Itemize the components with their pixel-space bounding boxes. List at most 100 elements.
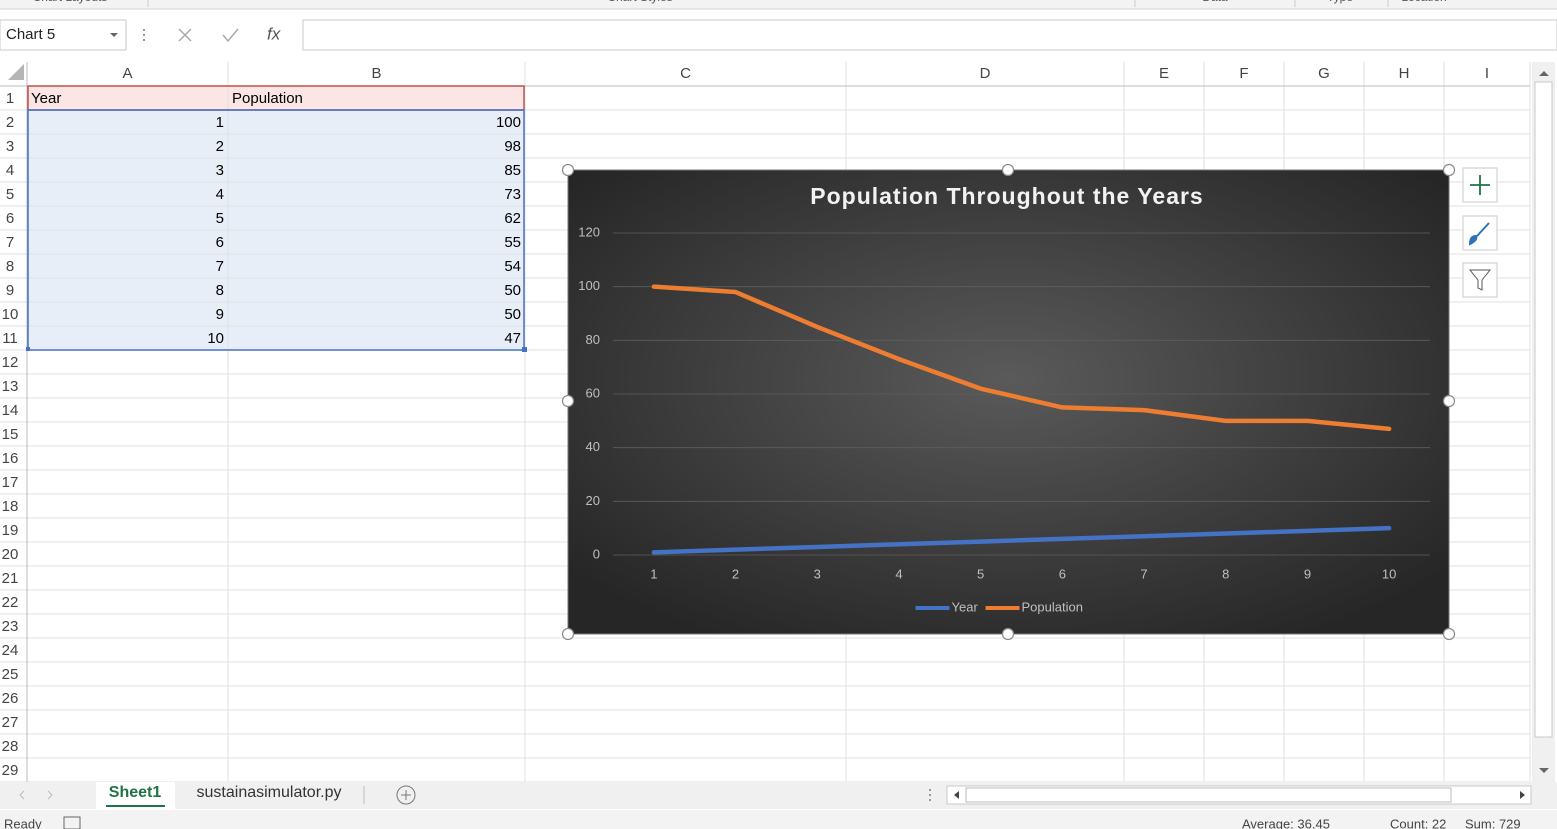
cell[interactable]: 55 [504, 234, 521, 251]
ribbon-group-label: Chart Layouts [33, 0, 108, 4]
row-header[interactable]: 1 [6, 90, 14, 107]
chart-area[interactable] [567, 169, 1450, 635]
cell[interactable]: Population [232, 90, 303, 107]
resize-handle[interactable] [561, 163, 575, 177]
filter-icon [1468, 269, 1492, 291]
formula-input[interactable] [302, 19, 1557, 51]
cell[interactable]: 50 [504, 282, 521, 299]
sheet-tab[interactable]: sustainasimulator.py [197, 784, 342, 801]
row-header[interactable]: 27 [2, 714, 19, 731]
chart-object[interactable]: Population Throughout the Years 0 20 40 60 8… [567, 169, 1450, 635]
active-tab[interactable] [96, 782, 175, 809]
chart-title: Population Throughout the Years [810, 183, 1203, 209]
cell[interactable]: 10 [207, 330, 224, 347]
sheet-tab[interactable]: Sheet1 [109, 784, 162, 801]
insert-function[interactable]: fx [267, 24, 281, 43]
row-header[interactable]: 12 [2, 354, 19, 371]
cell[interactable]: 2 [216, 138, 224, 155]
row-header[interactable]: 29 [2, 762, 19, 779]
row-header[interactable]: 24 [2, 642, 19, 659]
column-header[interactable]: D [980, 65, 991, 82]
column-header[interactable]: F [1239, 65, 1248, 82]
add-sheet-plus [401, 790, 411, 800]
row-header[interactable]: 8 [6, 258, 14, 275]
chart-filters-button[interactable] [1462, 262, 1498, 298]
cell[interactable]: 100 [496, 114, 521, 131]
enter-icon[interactable] [222, 28, 239, 43]
name-box-dropdown[interactable] [110, 33, 118, 37]
ribbon-group-label: Type [1327, 0, 1353, 4]
row-header[interactable]: 26 [2, 690, 19, 707]
cell[interactable]: 6 [216, 234, 224, 251]
row-header[interactable]: 28 [2, 738, 19, 755]
cell[interactable]: 4 [216, 186, 224, 203]
row-header[interactable]: 6 [6, 210, 14, 227]
macro-icon[interactable] [63, 816, 81, 829]
x-tick-label: 5 [977, 566, 984, 581]
cell[interactable]: 54 [504, 258, 521, 275]
column-header[interactable]: C [680, 65, 691, 82]
cell[interactable]: 3 [216, 162, 224, 179]
row-header[interactable]: 10 [2, 306, 19, 323]
cell[interactable]: 98 [504, 138, 521, 155]
row-header[interactable]: 15 [2, 426, 19, 443]
row-header[interactable]: 22 [2, 594, 19, 611]
row-header[interactable]: 16 [2, 450, 19, 467]
resize-handle[interactable] [1442, 394, 1456, 408]
row-header[interactable]: 20 [2, 546, 19, 563]
row-header[interactable]: 17 [2, 474, 19, 491]
row-header[interactable]: 21 [2, 570, 19, 587]
column-header[interactable]: H [1399, 65, 1410, 82]
add-sheet[interactable] [396, 785, 416, 805]
cell[interactable]: 9 [216, 306, 224, 323]
row-header[interactable]: 14 [2, 402, 19, 419]
x-tick-label: 2 [732, 566, 739, 581]
v-scroll-thumb[interactable] [1534, 81, 1553, 738]
row-header[interactable]: 7 [6, 234, 14, 251]
column-header[interactable]: E [1159, 65, 1169, 82]
y-tick-label: 100 [578, 278, 600, 293]
row-header[interactable]: 19 [2, 522, 19, 539]
name-box[interactable] [0, 19, 127, 51]
x-tick-label: 7 [1140, 566, 1147, 581]
h-scroll-thumb[interactable] [965, 787, 1452, 803]
row-header[interactable]: 13 [2, 378, 19, 395]
cell[interactable]: 1 [216, 114, 224, 131]
resize-handle[interactable] [1001, 627, 1015, 641]
column-header[interactable]: I [1485, 65, 1489, 82]
cell[interactable]: 73 [504, 186, 521, 203]
resize-handle[interactable] [1442, 163, 1456, 177]
column-header[interactable]: A [122, 65, 132, 82]
spacer [0, 55, 1557, 62]
cell[interactable]: 47 [504, 330, 521, 347]
cell[interactable]: 85 [504, 162, 521, 179]
x-tick-label: 10 [1382, 566, 1396, 581]
cancel-icon[interactable] [178, 28, 192, 42]
row-header[interactable]: 23 [2, 618, 19, 635]
row-header[interactable]: 25 [2, 666, 19, 683]
resize-handle[interactable] [561, 394, 575, 408]
cell[interactable]: 5 [216, 210, 224, 227]
cell[interactable]: Year [31, 90, 61, 107]
cell[interactable]: 7 [216, 258, 224, 275]
select-all[interactable] [8, 64, 24, 80]
row-header[interactable]: 11 [2, 330, 18, 347]
x-tick-label: 8 [1222, 566, 1229, 581]
cell[interactable]: 62 [504, 210, 521, 227]
row-header[interactable]: 18 [2, 498, 19, 515]
row-header[interactable]: 9 [6, 282, 14, 299]
row-header[interactable]: 3 [6, 138, 14, 155]
column-header[interactable]: G [1318, 65, 1330, 82]
resize-handle[interactable] [1442, 627, 1456, 641]
status-mode: Ready [4, 816, 42, 829]
resize-handle[interactable] [1001, 163, 1015, 177]
row-header[interactable]: 5 [6, 186, 14, 203]
column-header[interactable]: B [371, 65, 381, 82]
resize-handle[interactable] [561, 627, 575, 641]
row-header[interactable]: 4 [6, 162, 14, 179]
ribbon-strip [0, 0, 1557, 9]
row-header[interactable]: 2 [6, 114, 14, 131]
tab-nav[interactable] [19, 790, 53, 800]
cell[interactable]: 50 [504, 306, 521, 323]
cell[interactable]: 8 [216, 282, 224, 299]
